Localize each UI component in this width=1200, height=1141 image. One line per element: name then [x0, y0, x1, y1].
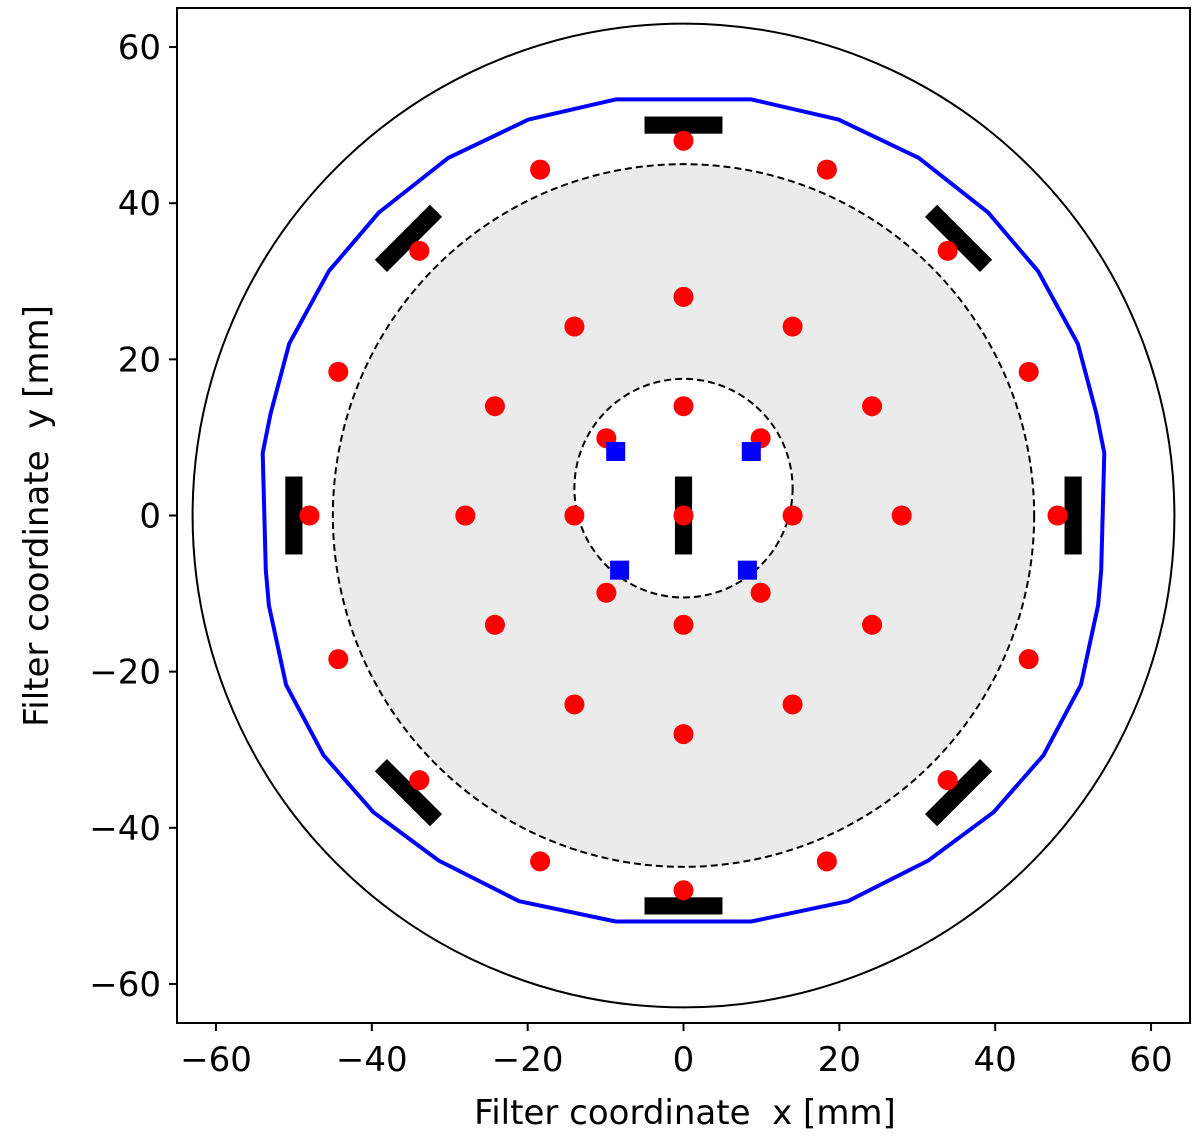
y-axis-ticks: −60 −40 −20 0 20 40 60 — [89, 28, 177, 1005]
pad-8 — [374, 759, 443, 827]
dashed-circle-inner — [573, 377, 794, 599]
circle-point-6 — [1018, 649, 1039, 670]
dashed-circle-outer — [331, 163, 1036, 868]
y-tick-label: 60 — [118, 28, 161, 68]
y-tick-label: −60 — [89, 965, 161, 1005]
circle-point-10 — [530, 851, 551, 872]
pad-1 — [644, 116, 723, 134]
x-tick-label: 20 — [818, 1040, 861, 1080]
circle-point-16 — [530, 159, 551, 180]
circle-point-24 — [564, 694, 585, 715]
y-tick-label: −20 — [89, 653, 161, 693]
circle-point-32 — [750, 582, 771, 603]
circle-point-8 — [816, 851, 837, 872]
circle-point-14 — [328, 361, 349, 382]
circle-point-1 — [673, 130, 694, 151]
square-point-4 — [737, 560, 757, 580]
y-tick-label: 20 — [118, 340, 161, 380]
square-point-2 — [741, 441, 761, 461]
circle-point-25 — [484, 614, 505, 635]
circle-point-22 — [782, 694, 803, 715]
circle-point-35 — [564, 505, 585, 526]
circle-point-28 — [564, 316, 585, 337]
circle-point-15 — [409, 240, 430, 261]
square-point-1 — [606, 441, 626, 461]
pad-2 — [644, 897, 723, 915]
circle-point-2 — [816, 159, 837, 180]
circle-point-23 — [673, 724, 694, 745]
outer-circle — [191, 22, 1176, 1009]
x-axis-label: Filter coordinate x [mm] — [474, 1093, 896, 1133]
x-tick-label: 0 — [673, 1040, 695, 1080]
x-tick-label: −40 — [336, 1040, 408, 1080]
circle-point-11 — [409, 770, 430, 791]
y-axis-label: Filter coordinate y [mm] — [17, 305, 57, 727]
y-tick-label: −40 — [89, 809, 161, 849]
x-tick-label: −20 — [492, 1040, 564, 1080]
pad-7 — [924, 759, 993, 827]
circle-point-20 — [891, 505, 912, 526]
x-tick-label: 40 — [974, 1040, 1017, 1080]
circle-point-7 — [937, 770, 958, 791]
circle-point-19 — [862, 396, 883, 417]
circle-point-34 — [596, 582, 617, 603]
pad-6 — [374, 204, 443, 272]
pad-5 — [924, 204, 993, 272]
circle-point-5 — [1047, 505, 1068, 526]
circle-point-18 — [782, 316, 803, 337]
circle-point-12 — [328, 649, 349, 670]
y-tick-label: 40 — [118, 184, 161, 224]
circle-point-26 — [455, 505, 476, 526]
square-point-3 — [610, 560, 630, 580]
circle-point-21 — [862, 614, 883, 635]
circle-point-3 — [937, 240, 958, 261]
x-tick-label: −60 — [180, 1040, 252, 1080]
circle-point-13 — [299, 505, 320, 526]
x-axis-ticks: −60 −40 −20 0 20 40 60 — [180, 1023, 1173, 1080]
circle-point-33 — [673, 614, 694, 635]
circle-point-29 — [673, 396, 694, 417]
circle-point-27 — [484, 396, 505, 417]
circle-point-4 — [1018, 361, 1039, 382]
x-tick-label: 60 — [1129, 1040, 1172, 1080]
pad-3 — [1064, 476, 1082, 555]
y-tick-label: 0 — [139, 497, 161, 537]
circle-point-31 — [782, 505, 803, 526]
circle-point-9 — [673, 880, 694, 901]
boundary-curve — [260, 97, 1107, 924]
circle-point-37 — [673, 505, 694, 526]
pad-4 — [285, 476, 303, 555]
circle-point-17 — [673, 286, 694, 307]
